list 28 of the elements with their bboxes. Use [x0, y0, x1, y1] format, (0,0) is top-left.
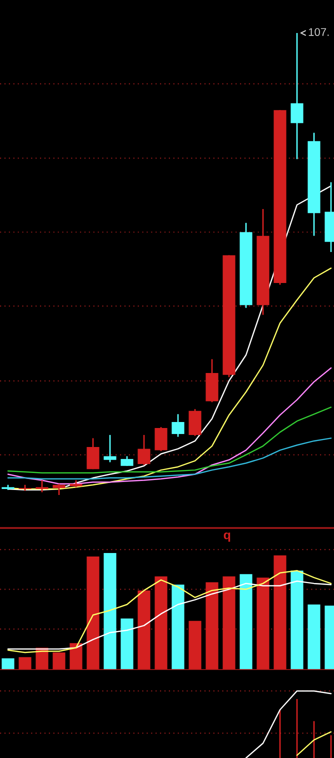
bar — [154, 576, 168, 670]
bar — [256, 578, 270, 670]
candlestick — [52, 483, 66, 496]
bar — [52, 652, 66, 670]
text: q — [224, 532, 230, 542]
bar — [18, 657, 32, 670]
bar — [222, 576, 236, 670]
candlestick — [154, 426, 168, 452]
candlestick — [172, 413, 184, 438]
bar — [188, 620, 202, 670]
bar — [2, 658, 14, 670]
candlestick — [104, 434, 116, 463]
candlestick — [36, 480, 48, 493]
annotation: 107. — [308, 28, 329, 36]
bar — [86, 556, 100, 670]
candlestick — [86, 437, 100, 470]
candlestick — [138, 434, 150, 466]
bar — [104, 553, 116, 670]
bar — [290, 570, 304, 670]
candlestick — [120, 456, 134, 467]
bar — [274, 555, 286, 670]
bar — [172, 584, 184, 670]
bar — [138, 590, 150, 670]
bar — [120, 618, 134, 670]
bar — [240, 574, 252, 670]
bar — [206, 582, 218, 670]
bar — [308, 604, 320, 670]
bar — [70, 643, 82, 670]
